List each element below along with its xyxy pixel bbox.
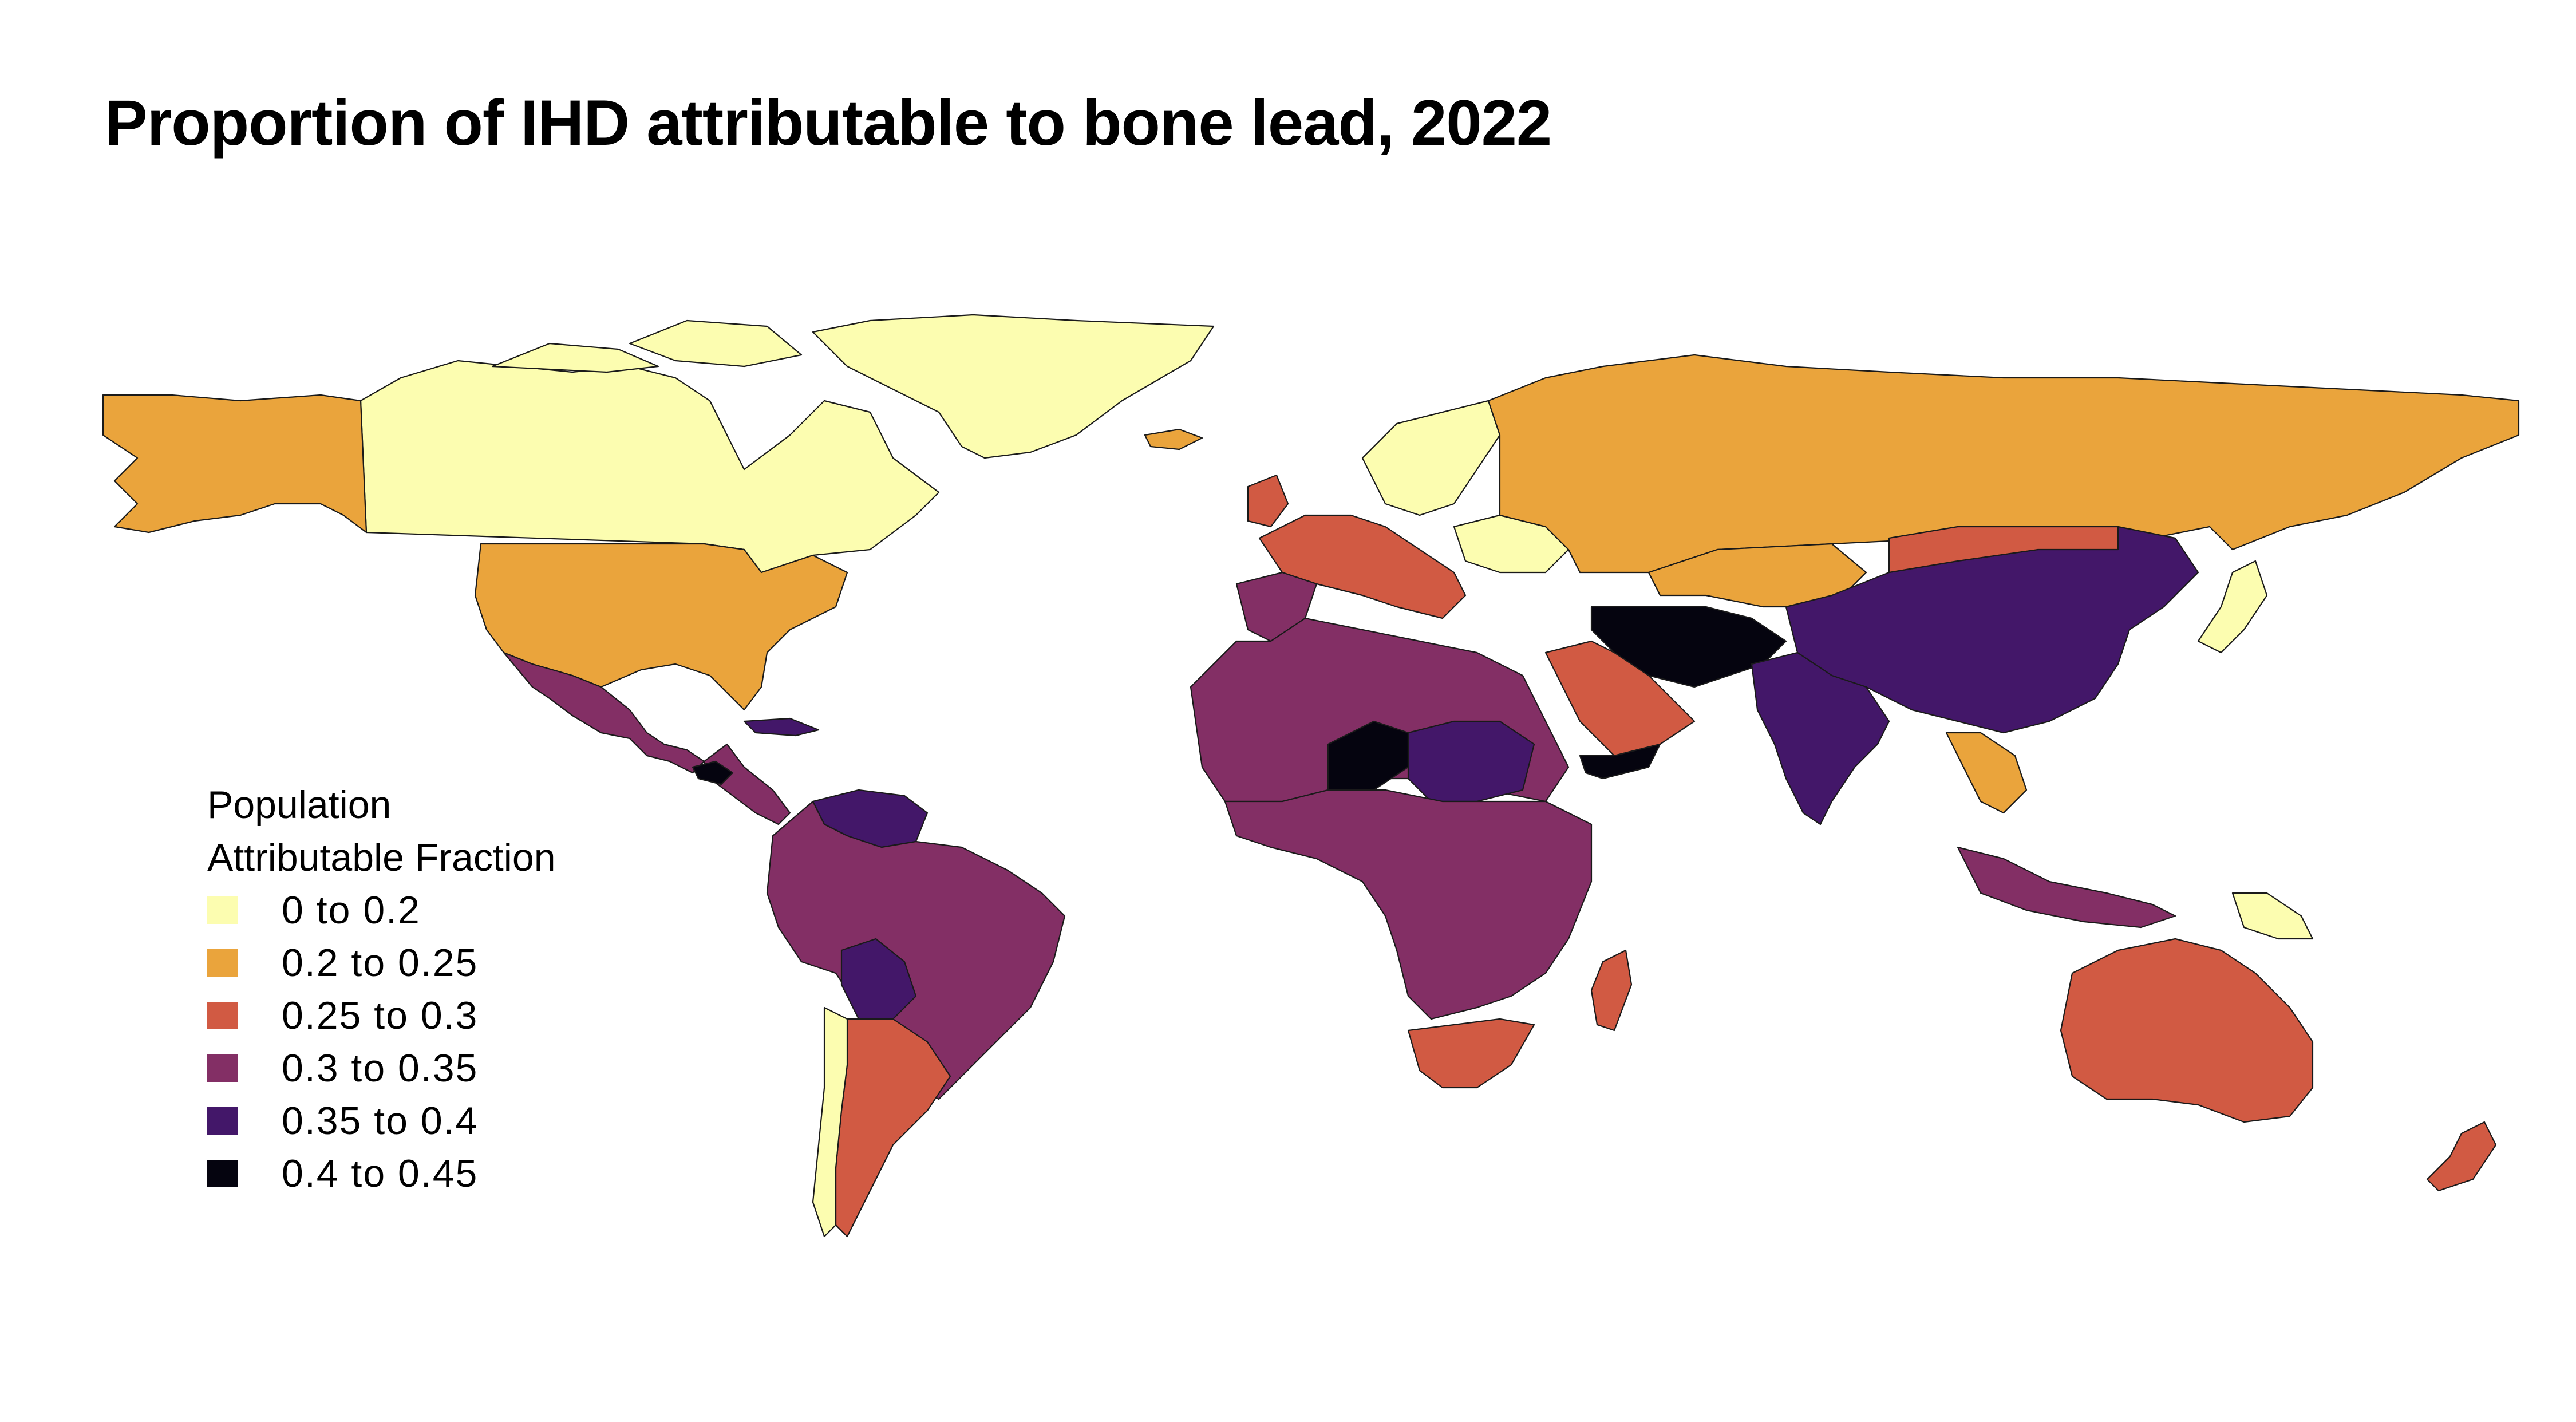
region-arctic-islands-2	[629, 319, 803, 368]
legend-label: 0.35 to 0.4	[282, 1099, 479, 1143]
legend-label: 0.2 to 0.25	[282, 941, 479, 985]
legend-item: 0.3 to 0.35	[207, 1042, 556, 1095]
region-argentina	[835, 1018, 951, 1238]
region-uk	[1247, 474, 1289, 528]
legend-label: 0.4 to 0.45	[282, 1152, 479, 1195]
region-madagascar	[1590, 949, 1633, 1032]
legend-title-line2: Attributable Fraction	[207, 836, 556, 879]
region-southern-africa	[1407, 1018, 1535, 1089]
region-caribbean	[743, 717, 820, 737]
region-greenland	[812, 314, 1215, 459]
region-arctic-islands	[491, 342, 659, 373]
region-southeast-asia	[1945, 732, 2028, 814]
region-papua-new-guinea	[2231, 892, 2314, 940]
region-mongolia	[1888, 526, 2119, 574]
legend-title-line1: Population	[207, 783, 392, 827]
region-chile	[812, 1006, 848, 1238]
region-yemen	[1579, 743, 1661, 780]
region-india	[1751, 651, 1890, 825]
region-alaska	[102, 394, 368, 534]
legend-item: 0.4 to 0.45	[207, 1147, 556, 1200]
region-iran-afghanistan-pakistan	[1590, 606, 1787, 688]
region-japan	[2197, 560, 2268, 654]
legend-item: 0.35 to 0.4	[207, 1095, 556, 1147]
legend-swatch	[207, 949, 238, 977]
legend-swatch	[207, 896, 238, 924]
map-title: Proportion of IHD attributable to bone l…	[105, 87, 1552, 159]
legend-item: 0.25 to 0.3	[207, 989, 556, 1042]
region-central-africa	[1224, 789, 1593, 1020]
legend-swatch	[207, 1160, 238, 1187]
legend-item: 0 to 0.2	[207, 884, 556, 937]
legend-label: 0.3 to 0.35	[282, 1046, 479, 1090]
region-indonesia	[1957, 846, 2176, 929]
legend-item: 0.2 to 0.25	[207, 937, 556, 989]
legend-swatch	[207, 1054, 238, 1082]
region-scandinavia	[1361, 400, 1501, 516]
legend-label: 0.25 to 0.3	[282, 994, 479, 1037]
region-guatemala	[692, 760, 734, 785]
region-australia	[2060, 938, 2314, 1123]
legend-swatch	[207, 1002, 238, 1029]
legend: Population Attributable Fraction 0 to 0.…	[207, 779, 556, 1200]
region-central-america	[703, 743, 791, 825]
region-canada	[359, 360, 940, 574]
region-brazil	[766, 800, 1066, 1100]
region-saudi-arabia	[1544, 640, 1696, 757]
region-bolivia	[840, 938, 917, 1020]
region-iceland	[1144, 428, 1203, 451]
region-chad	[1407, 720, 1535, 803]
region-russia	[1487, 354, 2520, 574]
legend-swatch	[207, 1107, 238, 1135]
legend-label: 0 to 0.2	[282, 888, 421, 932]
region-new-zealand	[2426, 1121, 2497, 1192]
